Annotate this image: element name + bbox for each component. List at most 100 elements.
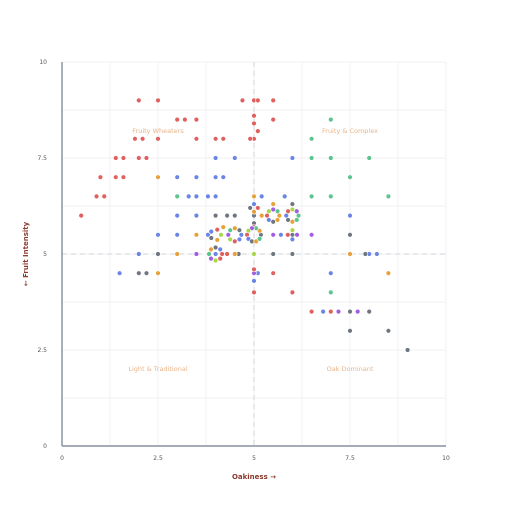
data-point (193, 116, 200, 123)
data-point (174, 193, 180, 200)
data-point (212, 212, 219, 219)
data-point (385, 193, 392, 200)
data-point (308, 136, 315, 142)
data-point (136, 155, 142, 161)
data-point (328, 193, 334, 200)
y-tick-labels: 0 2.5 5 7.5 10 (37, 59, 47, 450)
data-point (174, 116, 180, 123)
data-point (220, 174, 226, 180)
data-point (289, 155, 296, 161)
data-point (289, 201, 296, 207)
data-point (328, 308, 334, 315)
data-point (255, 97, 261, 104)
data-point (366, 308, 372, 315)
y-tick-label: 2.5 (37, 347, 47, 354)
data-point (155, 270, 161, 276)
axes (61, 62, 446, 447)
data-point (155, 97, 161, 104)
data-point (308, 193, 315, 200)
data-point (320, 308, 326, 315)
data-point (212, 193, 219, 200)
quadrant-label: Light & Traditional (128, 365, 187, 373)
data-point (208, 255, 214, 262)
data-point (214, 226, 220, 233)
data-point (270, 251, 276, 257)
data-point (214, 237, 220, 243)
data-point (174, 212, 180, 219)
data-point (205, 193, 211, 200)
data-point (347, 212, 353, 219)
data-point (186, 193, 192, 200)
data-point (232, 251, 238, 257)
data-point (78, 212, 84, 219)
data-point (251, 251, 257, 257)
data-point (208, 235, 214, 241)
y-tick-label: 7.5 (37, 155, 47, 162)
quadrant-label: Fruity & Complex (322, 127, 378, 135)
data-point (224, 212, 230, 219)
data-point (232, 155, 238, 161)
data-point (347, 251, 353, 257)
data-point (212, 136, 219, 142)
data-point (212, 257, 219, 264)
data-points (78, 97, 411, 353)
data-point (270, 97, 276, 104)
data-point (258, 212, 265, 219)
data-point (404, 347, 411, 353)
data-point (224, 251, 230, 257)
data-point (385, 270, 392, 276)
data-point (155, 232, 161, 238)
data-point (182, 116, 188, 123)
data-point (251, 113, 257, 119)
y-tick-label: 5 (43, 251, 47, 258)
data-point (212, 251, 219, 257)
data-point (308, 155, 315, 161)
data-point (174, 251, 180, 257)
data-point (136, 97, 142, 104)
data-point (366, 155, 372, 161)
quadrant-labels: Fruity Wheaters Fruity & Complex Light & T… (128, 127, 378, 373)
data-point (251, 278, 257, 284)
x-axis-title: Oakiness → (232, 473, 276, 481)
data-point (143, 155, 150, 161)
x-tick-label: 7.5 (345, 455, 355, 462)
data-point (174, 174, 180, 180)
data-point (308, 308, 315, 315)
data-point (256, 236, 263, 242)
data-point (247, 136, 253, 142)
data-point (93, 193, 100, 200)
data-point (289, 236, 296, 243)
data-point (289, 251, 296, 257)
data-point (347, 308, 353, 315)
data-point (193, 212, 200, 219)
data-point (227, 227, 233, 233)
data-point (219, 251, 225, 257)
data-point (354, 308, 361, 315)
data-point (97, 174, 104, 180)
data-point (278, 232, 284, 238)
data-point (120, 174, 127, 180)
data-point (294, 217, 300, 223)
data-point (251, 289, 257, 296)
data-point (251, 209, 257, 215)
x-tick-label: 10 (442, 455, 450, 462)
data-point (270, 270, 276, 276)
data-point (328, 289, 334, 296)
data-point (220, 136, 226, 142)
quadrant-label: Fruity Wheaters (132, 127, 184, 135)
y-axis-title: ← Fruit Intensity (22, 221, 30, 286)
quadrant-label: Oak Dominant (327, 365, 374, 373)
data-point (136, 270, 142, 276)
data-point (374, 251, 380, 257)
data-point (255, 128, 261, 134)
data-point (155, 136, 161, 142)
data-point (193, 251, 200, 257)
data-point (251, 266, 257, 273)
y-tick-label: 0 (43, 443, 47, 450)
data-point (294, 232, 300, 238)
data-point (238, 232, 245, 238)
data-point (289, 232, 296, 238)
data-point (193, 193, 200, 200)
data-point (362, 251, 369, 257)
data-point (193, 136, 200, 142)
